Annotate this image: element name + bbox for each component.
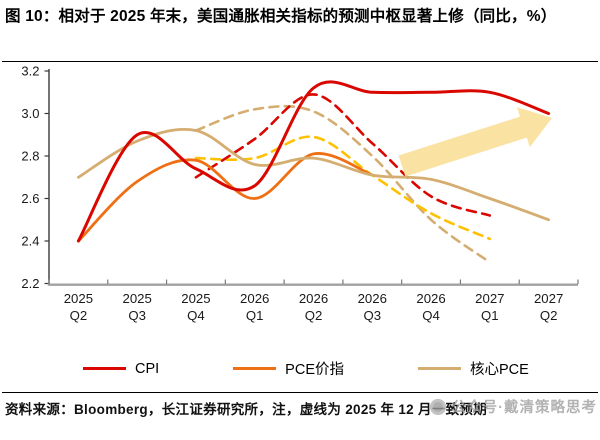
x-tick-label: 2026 Q3 <box>358 291 387 323</box>
chart-title: 图 10：相对于 2025 年末，美国通胀相关指标的预测中枢显著上修（同比，%） <box>5 8 557 25</box>
y-tick-label: 3.2 <box>21 64 39 79</box>
dashed-series-group <box>194 93 492 264</box>
chart-legend: CPI PCE价指 核心PCE <box>83 358 529 379</box>
y-tick-label: 2.8 <box>21 149 39 164</box>
footer-divider <box>2 392 598 393</box>
legend-item-cpi: CPI <box>83 361 159 377</box>
x-tick-label: 2027 Q2 <box>534 291 563 323</box>
y-tick-label: 3.0 <box>21 106 39 121</box>
pce-line-swatch <box>233 367 277 370</box>
cpi-line-swatch <box>83 367 126 370</box>
upward-revision-arrow-icon <box>398 107 552 177</box>
legend-label-cpi: CPI <box>135 360 160 377</box>
axes: 3.2 3.0 2.8 2.6 2.4 2.2 2025 Q2 2025 Q3 2025 Q4 2026… <box>21 64 579 323</box>
y-tick-label: 2.2 <box>21 276 39 291</box>
y-tick-label: 2.6 <box>21 191 39 206</box>
x-tick-label: 2026 Q1 <box>240 291 269 323</box>
series-line-pce <box>77 152 374 243</box>
y-tick-label: 2.4 <box>21 234 39 249</box>
series-line-core-pce-dashed <box>194 104 492 264</box>
series-line-cpi <box>76 80 551 243</box>
x-tick-label: 2025 Q2 <box>64 291 93 323</box>
x-tick-label: 2025 Q3 <box>122 291 151 323</box>
solid-series-group <box>76 80 551 243</box>
x-tick-label: 2026 Q4 <box>416 291 445 323</box>
legend-item-core-pce: 核心PCE <box>418 358 529 379</box>
x-tick-label: 2026 Q2 <box>299 291 328 323</box>
source-note: 资料来源：Bloomberg，长江证券研究所，注，虚线为 2025 年 12 月… <box>5 402 488 417</box>
legend-label-pce: PCE价指 <box>285 362 344 378</box>
x-tick-label: 2027 Q1 <box>475 291 504 323</box>
x-tick-label: 2025 Q4 <box>181 291 210 323</box>
legend-item-pce: PCE价指 <box>233 358 344 379</box>
series-line-core-pce <box>77 128 550 222</box>
legend-label-core-pce: 核心PCE <box>470 362 529 378</box>
series-line-pce-dashed <box>194 135 492 241</box>
series-line-cpi-dashed <box>194 93 492 217</box>
core-pce-line-swatch <box>418 367 461 370</box>
title-divider <box>2 61 598 62</box>
